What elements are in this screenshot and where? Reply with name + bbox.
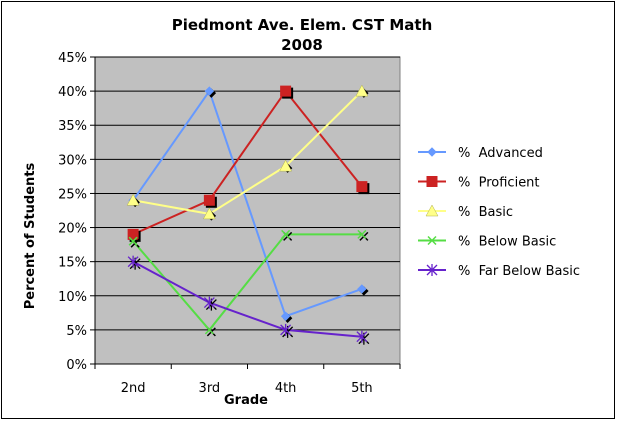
y-axis-title: Percent of Students bbox=[23, 162, 38, 309]
data-point bbox=[203, 194, 215, 206]
data-point bbox=[202, 207, 216, 220]
series-3 bbox=[128, 229, 369, 337]
legend-label: % Basic bbox=[458, 205, 513, 220]
x-tick-label: 5th bbox=[351, 381, 373, 396]
data-point bbox=[279, 159, 293, 172]
series-line bbox=[132, 88, 363, 318]
y-tick-label: 35% bbox=[58, 119, 87, 134]
data-point bbox=[356, 181, 368, 193]
plot-area bbox=[94, 56, 401, 365]
y-tick-label: 40% bbox=[58, 85, 87, 100]
series-line bbox=[132, 90, 363, 215]
legend-label: % Proficient bbox=[458, 176, 540, 191]
y-tick-label: 25% bbox=[58, 187, 87, 202]
x-tick-label: 4th bbox=[275, 381, 297, 396]
data-point bbox=[357, 229, 367, 239]
data-point bbox=[280, 311, 291, 321]
legend-label: % Advanced bbox=[458, 146, 543, 161]
data-point bbox=[127, 228, 139, 240]
x-tick-label: 3rd bbox=[199, 381, 221, 396]
series-1 bbox=[127, 85, 370, 242]
legend-marker bbox=[426, 264, 438, 276]
legend-label: % Below Basic bbox=[458, 235, 556, 250]
data-point bbox=[203, 296, 215, 309]
x-axis-ticks: 2nd 3rd 4th 5th bbox=[94, 363, 401, 396]
legend: % Advanced % Proficient % Basic % Below Bas… bbox=[418, 146, 580, 279]
series-layer bbox=[126, 84, 370, 345]
data-point bbox=[281, 229, 291, 239]
y-tick-label: 30% bbox=[58, 153, 87, 168]
legend-item: % Advanced bbox=[418, 146, 543, 161]
data-point bbox=[280, 323, 292, 336]
series-line bbox=[132, 260, 362, 338]
data-point bbox=[127, 255, 139, 268]
series-4 bbox=[127, 255, 370, 345]
data-point bbox=[356, 330, 368, 343]
data-point bbox=[355, 84, 369, 97]
series-2 bbox=[126, 84, 369, 221]
data-point bbox=[128, 236, 138, 246]
legend-item: % Far Below Basic bbox=[418, 264, 580, 279]
legend-item: % Below Basic bbox=[418, 235, 556, 250]
legend-marker bbox=[425, 204, 439, 217]
data-point bbox=[204, 86, 215, 96]
data-point bbox=[280, 85, 292, 97]
legend-marker bbox=[427, 147, 437, 157]
y-tick-label: 5% bbox=[66, 324, 87, 339]
legend-label: % Far Below Basic bbox=[458, 264, 580, 279]
legend-item: % Proficient bbox=[418, 176, 540, 191]
y-tick-label: 10% bbox=[58, 290, 87, 305]
x-axis-title: Grade bbox=[224, 393, 268, 408]
legend-marker bbox=[426, 176, 438, 187]
chart-title-line2: 2008 bbox=[281, 36, 323, 54]
legend-item: % Basic bbox=[418, 204, 513, 220]
y-axis-ticks: 0% 5% 10% 15% 20% 25% 30% 35% 40% 45% bbox=[58, 51, 96, 373]
series-line bbox=[132, 233, 362, 332]
data-point bbox=[126, 193, 140, 206]
y-tick-label: 20% bbox=[58, 222, 87, 237]
legend-marker bbox=[427, 235, 437, 246]
data-point bbox=[357, 284, 367, 294]
series-line bbox=[132, 89, 363, 236]
y-tick-label: 15% bbox=[58, 256, 87, 271]
x-tick-label: 2nd bbox=[121, 381, 146, 396]
chart-title-line1: Piedmont Ave. Elem. CST Math bbox=[172, 16, 433, 34]
data-point bbox=[204, 325, 214, 335]
y-tick-label: 45% bbox=[58, 51, 87, 66]
series-0 bbox=[128, 86, 369, 323]
y-tick-label: 0% bbox=[66, 358, 87, 373]
